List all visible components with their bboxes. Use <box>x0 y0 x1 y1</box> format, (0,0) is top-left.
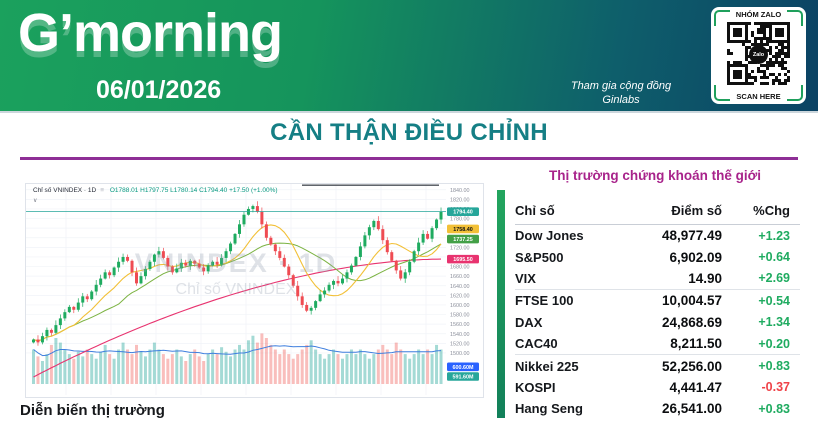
index-change: +0.83 <box>758 401 790 416</box>
svg-text:1520.00: 1520.00 <box>450 341 470 347</box>
index-name: FTSE 100 <box>515 293 574 309</box>
index-points: 6,902.09 <box>669 249 722 265</box>
qr-frame-corner <box>714 85 730 101</box>
index-change: -0.37 <box>761 380 791 395</box>
index-name: DAX <box>515 314 543 330</box>
zalo-qr-card: NHÓM ZALO Zalo SCAN HERE <box>711 7 806 104</box>
table-row: Dow Jones 48,977.49 +1.23 <box>515 225 800 246</box>
community-caption: Tham gia cộng đồng Ginlabs <box>546 80 696 108</box>
index-name: Nikkei 225 <box>515 358 579 374</box>
qr-top-label: NHÓM ZALO <box>735 10 782 19</box>
svg-text:600.60M: 600.60M <box>453 365 474 371</box>
header-banner: G’morning 06/01/2026 Tham gia cộng đồng … <box>0 0 818 113</box>
svg-text:1680.00: 1680.00 <box>450 265 470 271</box>
table-row: FTSE 100 10,004.57 +0.54 <box>515 290 800 311</box>
svg-text:1500.00: 1500.00 <box>450 351 470 357</box>
col-header-index: Chỉ số <box>515 202 555 218</box>
qr-frame-corner <box>714 10 730 26</box>
index-points: 52,256.00 <box>661 358 722 374</box>
table-row: DAX 24,868.69 +1.34 <box>515 312 800 333</box>
community-line1: Tham gia cộng đồng <box>570 80 672 92</box>
index-name: S&P500 <box>515 249 564 265</box>
headline-divider <box>20 157 798 160</box>
svg-text:1580.00: 1580.00 <box>450 313 470 319</box>
svg-text:1640.00: 1640.00 <box>450 284 470 290</box>
index-name: CAC40 <box>515 336 558 352</box>
daily-headline: CẦN THẬN ĐIỀU CHỈNH <box>270 119 548 146</box>
legend-more-icon: ≡ <box>100 187 105 194</box>
index-name: VIX <box>515 270 536 286</box>
table-row: VIX 14.90 +2.69 <box>515 268 800 291</box>
zalo-logo-icon: Zalo <box>749 45 768 64</box>
col-header-points: Điểm số <box>671 202 722 218</box>
svg-text:1840.00: 1840.00 <box>450 188 470 194</box>
col-header-change: %Chg <box>753 202 790 218</box>
table-row: KOSPI 4,441.47 -0.37 <box>515 377 800 398</box>
qr-bottom-label: SCAN HERE <box>736 92 781 101</box>
svg-text:1695.50: 1695.50 <box>453 257 473 263</box>
index-points: 10,004.57 <box>661 293 722 309</box>
svg-text:1737.25: 1737.25 <box>453 237 473 243</box>
svg-text:1540.00: 1540.00 <box>450 332 470 338</box>
index-points: 14.90 <box>688 270 722 286</box>
svg-text:1600.00: 1600.00 <box>450 303 470 309</box>
table-accent-bar <box>497 190 505 418</box>
table-row: CAC40 8,211.50 +0.20 <box>515 333 800 356</box>
svg-text:591.60M: 591.60M <box>453 375 474 381</box>
table-row: Hang Seng 26,541.00 +0.83 <box>515 398 800 419</box>
table-row: S&P500 6,902.09 +0.64 <box>515 246 800 267</box>
index-change: +2.69 <box>758 271 790 286</box>
svg-text:1758.40: 1758.40 <box>453 227 473 233</box>
index-change: +0.83 <box>758 359 790 374</box>
index-points: 26,541.00 <box>661 401 722 417</box>
community-line2: Ginlabs <box>602 93 640 106</box>
index-change: +0.54 <box>758 293 790 308</box>
issue-date: 06/01/2026 <box>96 76 222 104</box>
section-footer-label: Diễn biến thị trường <box>20 402 165 419</box>
chart-symbol-label: Chỉ số VNINDEX · 1D <box>33 187 97 194</box>
svg-text:1794.40: 1794.40 <box>453 210 473 216</box>
index-change: +1.34 <box>758 315 790 330</box>
chart-legend: Chỉ số VNINDEX · 1D ≡ O1788.01 H1797.75 L… <box>33 187 278 194</box>
index-name: KOSPI <box>515 379 556 395</box>
index-points: 48,977.49 <box>661 228 722 244</box>
index-change: +0.64 <box>758 250 790 265</box>
table-header-row: Chỉ số Điểm số %Chg <box>515 196 800 225</box>
svg-text:1560.00: 1560.00 <box>450 322 470 328</box>
index-change: +0.20 <box>758 336 790 351</box>
index-name: Dow Jones <box>515 228 584 244</box>
svg-text:1720.00: 1720.00 <box>450 245 470 251</box>
candlestick-chart: 1500.00 1520.00 1540.00 1560.00 1580.00 1600.… <box>26 184 479 395</box>
vnindex-chart-panel: 1500.00 1520.00 1540.00 1560.00 1580.00 1600.… <box>25 183 484 398</box>
svg-text:1660.00: 1660.00 <box>450 274 470 280</box>
world-markets-title: Thị trường chứng khoán thế giới <box>549 168 761 183</box>
index-name: Hang Seng <box>515 401 583 417</box>
index-change: +1.23 <box>758 228 790 243</box>
world-markets-table: Chỉ số Điểm số %Chg Dow Jones 48,977.49 … <box>515 196 800 420</box>
table-row: Nikkei 225 52,256.00 +0.83 <box>515 355 800 376</box>
index-points: 8,211.50 <box>670 336 722 352</box>
svg-text:1780.00: 1780.00 <box>450 217 470 223</box>
qr-frame-corner <box>787 85 803 101</box>
ohlc-values: O1788.01 H1797.75 L1780.14 C1794.40 +17.… <box>109 187 278 194</box>
svg-text:1620.00: 1620.00 <box>450 293 470 299</box>
index-points: 24,868.69 <box>661 314 722 330</box>
indicator-collapse-icon: ∨ <box>33 198 38 204</box>
svg-text:1820.00: 1820.00 <box>450 197 470 203</box>
qr-frame-corner <box>787 10 803 26</box>
brand-title: G’morning <box>18 3 283 63</box>
index-points: 4,441.47 <box>669 379 722 395</box>
